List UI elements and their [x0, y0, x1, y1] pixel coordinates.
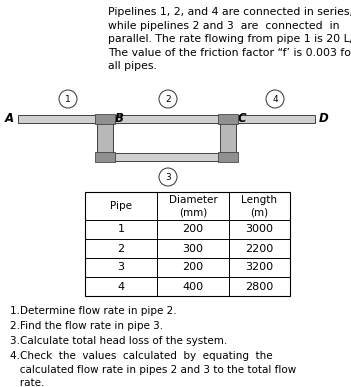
Text: 400: 400	[183, 281, 204, 291]
Text: Pipe: Pipe	[110, 201, 132, 211]
Polygon shape	[85, 192, 290, 296]
Text: B: B	[115, 113, 124, 125]
Polygon shape	[113, 115, 220, 123]
Circle shape	[159, 168, 177, 186]
Circle shape	[159, 90, 177, 108]
Polygon shape	[97, 115, 113, 161]
Text: D: D	[319, 113, 329, 125]
Text: 300: 300	[183, 243, 204, 253]
Text: A: A	[5, 113, 14, 125]
Text: 200: 200	[183, 224, 204, 235]
Text: 3: 3	[118, 262, 125, 272]
Polygon shape	[95, 114, 115, 124]
Text: 2: 2	[118, 243, 125, 253]
Text: 4.Check  the  values  calculated  by  equating  the
   calculated flow rate in p: 4.Check the values calculated by equatin…	[10, 351, 296, 387]
Circle shape	[59, 90, 77, 108]
Text: 2200: 2200	[245, 243, 274, 253]
Text: C: C	[238, 113, 247, 125]
Polygon shape	[228, 115, 315, 123]
Text: 4: 4	[272, 94, 278, 103]
Text: Length
(m): Length (m)	[241, 195, 278, 217]
Text: Diameter
(mm): Diameter (mm)	[168, 195, 217, 217]
Text: 2800: 2800	[245, 281, 274, 291]
Circle shape	[266, 90, 284, 108]
Text: Pipelines 1, 2, and 4 are connected in series,
while pipelines 2 and 3  are  con: Pipelines 1, 2, and 4 are connected in s…	[108, 7, 351, 71]
Text: 3000: 3000	[245, 224, 273, 235]
Polygon shape	[18, 115, 105, 123]
Text: 1.Determine flow rate in pipe 2.: 1.Determine flow rate in pipe 2.	[10, 306, 177, 316]
Polygon shape	[220, 115, 236, 161]
Text: 1: 1	[118, 224, 125, 235]
Text: 3: 3	[165, 173, 171, 182]
Polygon shape	[218, 152, 238, 162]
Text: 2.Find the flow rate in pipe 3.: 2.Find the flow rate in pipe 3.	[10, 321, 163, 331]
Polygon shape	[218, 114, 238, 124]
Polygon shape	[95, 152, 115, 162]
Text: 1: 1	[65, 94, 71, 103]
Text: 200: 200	[183, 262, 204, 272]
Text: 3.Calculate total head loss of the system.: 3.Calculate total head loss of the syste…	[10, 336, 227, 346]
Text: 3200: 3200	[245, 262, 273, 272]
Text: 4: 4	[118, 281, 125, 291]
Text: 2: 2	[165, 94, 171, 103]
Polygon shape	[113, 153, 220, 161]
